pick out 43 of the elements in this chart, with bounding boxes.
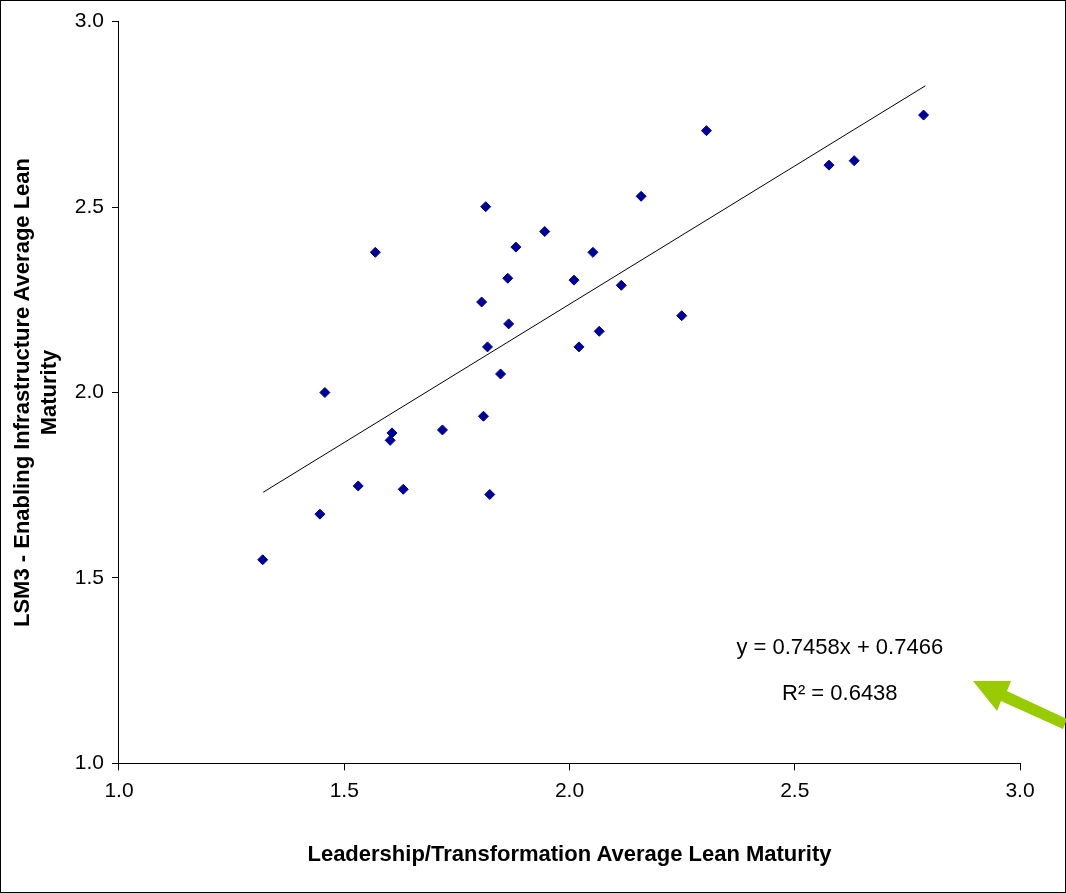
x-tick-label: 2.5 bbox=[780, 777, 810, 801]
point bbox=[539, 226, 551, 238]
y-tick-label: 1.5 bbox=[74, 564, 104, 588]
x-tick-label: 2.0 bbox=[554, 777, 585, 801]
point bbox=[510, 241, 522, 253]
point bbox=[386, 427, 398, 439]
point bbox=[480, 201, 492, 213]
point bbox=[495, 368, 507, 380]
point bbox=[568, 274, 580, 286]
point bbox=[573, 341, 585, 353]
point bbox=[436, 424, 448, 436]
x-tick-label: 1.5 bbox=[329, 777, 359, 801]
point bbox=[482, 341, 494, 353]
y-tick-label: 2.0 bbox=[74, 379, 104, 403]
point bbox=[352, 480, 364, 492]
point bbox=[502, 272, 514, 284]
y-tick-label: 1.0 bbox=[74, 750, 104, 774]
point bbox=[477, 410, 489, 422]
y-tick-label: 3.0 bbox=[74, 8, 104, 32]
point bbox=[476, 296, 488, 308]
point bbox=[257, 554, 269, 566]
point bbox=[587, 246, 599, 258]
point bbox=[676, 310, 688, 322]
point bbox=[314, 508, 326, 520]
point bbox=[369, 246, 381, 258]
x-tick-label: 3.0 bbox=[1005, 777, 1035, 801]
point bbox=[484, 489, 496, 500]
point bbox=[615, 279, 627, 291]
point bbox=[319, 387, 331, 398]
point bbox=[635, 190, 647, 202]
point bbox=[700, 125, 712, 137]
point bbox=[823, 159, 835, 171]
point bbox=[918, 109, 930, 121]
x-tick-label: 1.0 bbox=[104, 777, 134, 801]
point bbox=[593, 325, 605, 337]
point bbox=[848, 155, 860, 167]
y-axis-title: LSM3 - Enabling Infrastructure Average Lean Maturity bbox=[9, 157, 61, 628]
x-axis-title: Leadership/Transformation Average Lean Maturity bbox=[307, 840, 833, 866]
point bbox=[397, 483, 409, 495]
y-tick-label: 2.5 bbox=[74, 193, 104, 217]
annotation: y = 0.7458x + 0.7466 bbox=[736, 633, 944, 659]
annotation: R² = 0.6438 bbox=[782, 679, 898, 705]
point bbox=[503, 318, 515, 330]
